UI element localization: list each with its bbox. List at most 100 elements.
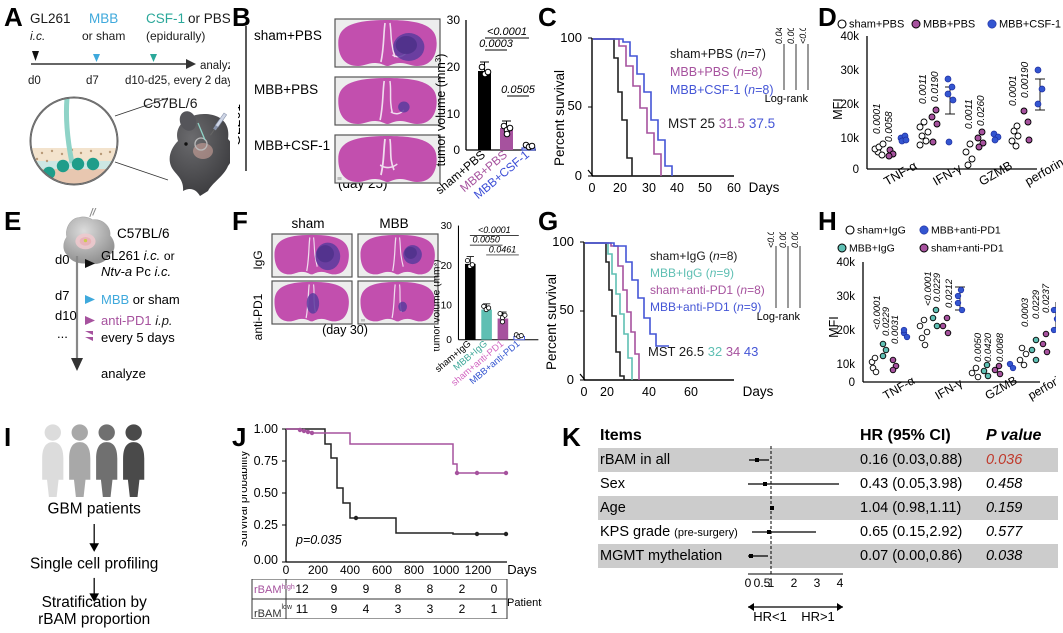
svg-text:0.0237: 0.0237 bbox=[1041, 283, 1052, 313]
svg-text:1.00: 1.00 bbox=[254, 424, 278, 436]
svg-text:GL261: GL261 bbox=[30, 11, 71, 26]
svg-text:0.458: 0.458 bbox=[986, 476, 1022, 492]
svg-text:20: 20 bbox=[600, 385, 614, 399]
svg-text:IgG: IgG bbox=[252, 250, 265, 269]
svg-text:0.0003: 0.0003 bbox=[1020, 297, 1031, 327]
svg-text:sham+IgG: sham+IgG bbox=[857, 225, 906, 237]
svg-text:tumor volume (mm3): tumor volume (mm3) bbox=[434, 260, 443, 352]
svg-text:8: 8 bbox=[427, 582, 434, 596]
svg-text:0.0417: 0.0417 bbox=[774, 28, 784, 44]
svg-text:d0: d0 bbox=[55, 252, 69, 267]
svg-text:MFI: MFI bbox=[828, 316, 841, 338]
svg-text:Sex: Sex bbox=[600, 476, 626, 492]
svg-text:MBB+IgG: MBB+IgG bbox=[849, 243, 895, 255]
svg-text:0.0050: 0.0050 bbox=[472, 235, 499, 245]
svg-text:0.0031: 0.0031 bbox=[890, 315, 901, 344]
svg-text:0.25: 0.25 bbox=[254, 518, 278, 532]
svg-text:MBB or sham: MBB or sham bbox=[101, 292, 180, 307]
svg-text:analyze: analyze bbox=[101, 366, 146, 381]
svg-text:MBB+IgG (n=9): MBB+IgG (n=9) bbox=[650, 266, 734, 280]
svg-text:0.0003: 0.0003 bbox=[479, 38, 514, 50]
svg-text:0.0461: 0.0461 bbox=[489, 244, 516, 254]
svg-text:(day 30): (day 30) bbox=[322, 323, 368, 337]
svg-text:MGMT mythelation: MGMT mythelation bbox=[600, 548, 722, 564]
svg-text:0.75: 0.75 bbox=[254, 454, 278, 468]
svg-text:TNF-α: TNF-α bbox=[882, 159, 920, 189]
svg-text:0: 0 bbox=[589, 181, 596, 195]
svg-text:0.038: 0.038 bbox=[986, 548, 1022, 564]
svg-text:Percent survival: Percent survival bbox=[544, 274, 559, 370]
svg-text:MBB+anti-PD1: MBB+anti-PD1 bbox=[931, 225, 1001, 237]
svg-text:0.07 (0.00,0.86): 0.07 (0.00,0.86) bbox=[860, 548, 962, 564]
svg-text:MBB+CSF-1: MBB+CSF-1 bbox=[254, 138, 330, 153]
svg-text:40: 40 bbox=[670, 181, 684, 195]
svg-text:Survival probability: Survival probability bbox=[242, 450, 250, 547]
svg-text:HR<1: HR<1 bbox=[753, 609, 787, 624]
svg-text:p=0.035: p=0.035 bbox=[295, 533, 342, 547]
svg-text:perforin: perforin bbox=[1026, 370, 1057, 402]
svg-text:MBB+PBS: MBB+PBS bbox=[254, 82, 318, 97]
svg-text:MBB+PBS (n=8): MBB+PBS (n=8) bbox=[670, 65, 762, 79]
svg-text:0.16 (0.03,0.88): 0.16 (0.03,0.88) bbox=[860, 452, 962, 468]
svg-text:IFN-γ: IFN-γ bbox=[933, 376, 965, 403]
svg-text:analyze: analyze bbox=[200, 60, 230, 72]
svg-text:Log-rank: Log-rank bbox=[765, 93, 809, 105]
svg-text:0.0212: 0.0212 bbox=[944, 278, 955, 308]
svg-text:0.0009: 0.0009 bbox=[786, 28, 796, 44]
svg-text:C57BL/6: C57BL/6 bbox=[117, 226, 170, 241]
svg-text:d7: d7 bbox=[86, 75, 99, 87]
svg-text:GBM patients: GBM patients bbox=[48, 500, 142, 517]
svg-text:sham+PBS (n=7): sham+PBS (n=7) bbox=[670, 47, 766, 61]
svg-text:rBAMhigh: rBAMhigh bbox=[254, 584, 295, 596]
svg-text:50: 50 bbox=[560, 302, 574, 317]
svg-text:30k: 30k bbox=[836, 291, 855, 303]
svg-text:Ntv-a Pc i.c.: Ntv-a Pc i.c. bbox=[101, 264, 171, 279]
svg-text:MBB: MBB bbox=[379, 216, 408, 231]
svg-text:0.0001: 0.0001 bbox=[872, 103, 883, 134]
svg-text:100: 100 bbox=[552, 234, 574, 249]
svg-text:<0.0001: <0.0001 bbox=[478, 225, 511, 235]
svg-text:rBAM proportion: rBAM proportion bbox=[38, 611, 150, 628]
svg-text:0.50: 0.50 bbox=[254, 486, 278, 500]
svg-text:1.04 (0.98,1.11): 1.04 (0.98,1.11) bbox=[860, 500, 961, 516]
svg-text:sham+PBS: sham+PBS bbox=[254, 28, 322, 43]
svg-text:0.0505: 0.0505 bbox=[501, 84, 536, 96]
svg-text:800: 800 bbox=[404, 563, 424, 577]
svg-text:sham+PBS: sham+PBS bbox=[849, 19, 904, 31]
svg-text:0.0026: 0.0026 bbox=[790, 232, 800, 248]
svg-text:100: 100 bbox=[560, 30, 582, 45]
svg-text:20: 20 bbox=[613, 181, 627, 195]
svg-text:3: 3 bbox=[427, 602, 434, 616]
svg-text:1200: 1200 bbox=[465, 563, 492, 577]
svg-text:0.159: 0.159 bbox=[986, 500, 1022, 516]
svg-text:2: 2 bbox=[459, 582, 466, 596]
svg-text:every 5 days: every 5 days bbox=[101, 330, 175, 345]
svg-text:3: 3 bbox=[814, 576, 821, 590]
svg-text:<0.0001: <0.0001 bbox=[766, 232, 776, 248]
svg-text:60: 60 bbox=[727, 181, 741, 195]
svg-text:MFI: MFI bbox=[832, 98, 845, 120]
svg-text:9: 9 bbox=[363, 582, 370, 596]
svg-text:Items: Items bbox=[600, 427, 642, 444]
svg-text:8: 8 bbox=[395, 582, 402, 596]
svg-text:MST 25 31.5 37.5: MST 25 31.5 37.5 bbox=[668, 116, 775, 131]
svg-text:KPS grade (pre-surgery): KPS grade (pre-surgery) bbox=[600, 524, 738, 540]
svg-text:2: 2 bbox=[791, 576, 798, 590]
svg-text:sham+anti-PD1: sham+anti-PD1 bbox=[931, 243, 1004, 255]
svg-text:40: 40 bbox=[642, 385, 656, 399]
svg-text:Percent survival: Percent survival bbox=[552, 70, 567, 166]
svg-text:sham+IgG (n=8): sham+IgG (n=8) bbox=[650, 249, 737, 263]
svg-text:C57BL/6: C57BL/6 bbox=[143, 95, 198, 111]
svg-text:1: 1 bbox=[768, 576, 775, 590]
svg-text:GL261: GL261 bbox=[238, 104, 243, 146]
svg-text:12: 12 bbox=[295, 582, 309, 596]
svg-text:0.0229: 0.0229 bbox=[932, 272, 943, 302]
svg-text:Single cell profiling: Single cell profiling bbox=[30, 555, 158, 572]
svg-text:Stratification by: Stratification by bbox=[42, 594, 148, 611]
svg-text:0.00: 0.00 bbox=[254, 553, 278, 567]
svg-text:Patients at risk: Patients at risk bbox=[507, 597, 542, 609]
svg-text:or PBS: or PBS bbox=[188, 11, 230, 26]
svg-text:d0: d0 bbox=[28, 75, 41, 87]
svg-text:(epidurally): (epidurally) bbox=[146, 29, 205, 43]
svg-text:0.0260: 0.0260 bbox=[976, 95, 987, 126]
